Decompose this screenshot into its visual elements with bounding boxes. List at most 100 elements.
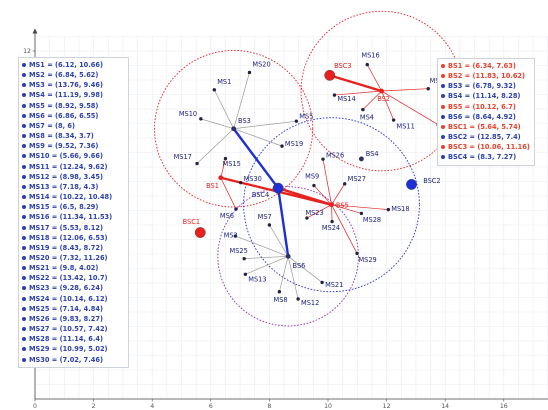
ms-legend-text: MS16 = (11.34, 11.53) [29, 213, 113, 222]
bullet-icon [22, 113, 26, 118]
point-label-ms25: MS25 [230, 247, 248, 255]
coverage-circle-bs5 [243, 117, 420, 293]
ms-legend-text: MS1 = (6.12, 10.66) [29, 61, 103, 69]
link-bs5-ms23 [306, 204, 332, 219]
point-label-ms4: MS4 [360, 114, 374, 122]
x-tick-label: 16 [500, 403, 508, 410]
ms-legend-text: MS18 = (12.06, 6.53) [29, 233, 108, 242]
ms-legend-text: MS20 = (7.32, 11.26) [29, 253, 108, 262]
ms-point-ms2 [233, 234, 238, 238]
bullet-icon [22, 174, 26, 179]
bs-legend-text: BS3 = (6.78, 9.32) [448, 82, 516, 91]
ms-legend-row: MS10 = (5.66, 9.66) [22, 151, 125, 161]
bs-point-bs1 [218, 175, 224, 181]
point-label-bs5: BS5 [336, 202, 349, 210]
point-label-ms7: MS7 [258, 213, 272, 221]
link-bs2-ms4 [362, 90, 382, 110]
backbone-bs2-bsc3 [328, 74, 383, 93]
bs-legend-text: BS5 = (10.12, 6.7) [448, 102, 516, 111]
bs-point-bs5 [329, 202, 334, 208]
point-label-ms10: MS10 [179, 110, 197, 118]
ms-legend-text: MS21 = (9.8, 4.02) [29, 264, 99, 273]
point-label-ms20: MS20 [252, 61, 270, 69]
point-label-bs2: BS2 [377, 95, 390, 103]
bs-legend-text: BS2 = (11.83, 10.62) [448, 72, 526, 81]
bullet-icon [22, 276, 26, 281]
ms-point-ms19 [280, 144, 284, 148]
ms-legend-row: MS26 = (9.83, 8.27) [22, 314, 125, 324]
ms-legend-text: MS9 = (9.52, 7.36) [29, 142, 99, 151]
bs-legend-row: BSC1 = (5.64, 5.74) [441, 122, 531, 132]
bullet-icon [441, 114, 445, 119]
ms-point-ms16 [365, 62, 369, 67]
bullet-icon [22, 296, 26, 301]
link-bs3-ms20 [233, 72, 250, 129]
ms-legend-row: MS17 = (5.53, 8.12) [22, 223, 125, 233]
ms-point-ms10 [199, 117, 203, 121]
ms-point-ms7 [267, 223, 272, 227]
link-bs1-ms15 [220, 158, 226, 178]
ms-legend-text: MS8 = (8.34, 3.7) [29, 132, 94, 141]
bullet-icon [22, 83, 26, 88]
ms-legend-row: MS30 = (7.02, 7.46) [22, 355, 125, 365]
ms-legend-text: MS4 = (11.19, 9.98) [29, 91, 103, 100]
bullet-icon [22, 327, 26, 332]
ms-point-ms27 [343, 182, 347, 186]
ms-point-ms5 [294, 119, 299, 123]
bullet-icon [22, 347, 26, 352]
link-bs2-ms22 [381, 88, 429, 92]
x-tick-label: 8 [267, 403, 271, 410]
bs-legend-text: BSC3 = (10.06, 11.16) [448, 143, 530, 152]
y-tick-label: 12 [23, 48, 31, 55]
ms-legend-text: MS22 = (13.42, 10.7) [29, 274, 108, 283]
bsc-point-bsc3 [324, 69, 336, 81]
x-tick-label: 6 [209, 403, 213, 410]
point-label-bs1: BS1 [206, 182, 219, 190]
link-bs6-ms8 [279, 256, 289, 292]
bs-legend-text: BS6 = (8.64, 4.92) [448, 112, 516, 121]
bs-legend-text: BS1 = (6.34, 7.63) [448, 62, 516, 70]
bs-legend-text: BSC2 = (12.85, 7.4) [448, 133, 521, 142]
ms-legend-text: MS17 = (5.53, 8.12) [29, 223, 103, 232]
bullet-icon [441, 135, 445, 140]
point-label-ms1: MS1 [217, 78, 231, 86]
ms-point-ms20 [247, 70, 252, 75]
bullet-icon [22, 144, 26, 149]
bs-legend-row: BS3 = (6.78, 9.32) [441, 81, 531, 91]
link-bs6-ms13 [245, 255, 289, 275]
bullet-icon [22, 63, 26, 67]
point-label-ms19: MS19 [285, 140, 303, 148]
ms-point-ms9 [312, 183, 316, 188]
ms-legend-text: MS3 = (13.76, 9.46) [29, 81, 103, 90]
bs-legend-row: BS5 = (10.12, 6.7) [441, 102, 531, 112]
ms-legend-text: MS19 = (8.43, 8.72) [29, 243, 103, 252]
link-bs5-ms29 [331, 204, 358, 254]
ms-point-ms29 [355, 251, 359, 256]
bullet-icon [22, 255, 26, 260]
ms-point-ms14 [332, 93, 337, 97]
bullet-icon [22, 184, 26, 189]
ms-point-ms21 [320, 280, 324, 285]
ms-legend-text: MS27 = (10.57, 7.42) [29, 325, 108, 334]
bullet-icon [441, 145, 445, 150]
point-label-ms9: MS9 [305, 172, 319, 180]
link-bs3-ms19 [233, 128, 283, 147]
ms-legend-text: MS14 = (10.22, 10.48) [29, 193, 113, 202]
ms-legend-row: MS2 = (6.84, 5.62) [22, 70, 125, 80]
point-label-ms5: MS5 [299, 112, 313, 120]
y-axis-arrow [32, 28, 38, 34]
point-label-bs3: BS3 [238, 117, 251, 125]
point-label-ms21: MS21 [325, 281, 343, 289]
ms-legend-text: MS7 = (8, 6) [29, 121, 76, 130]
bullet-icon [22, 134, 26, 139]
ms-point-ms28 [359, 211, 364, 216]
bs-legend-row: BS1 = (6.34, 7.63) [441, 61, 531, 71]
ms-legend-text: MS30 = (7.02, 7.46) [29, 355, 103, 364]
bsc-point-bsc2 [406, 178, 417, 190]
link-bs6-ms2 [235, 235, 289, 257]
ms-legend-row: MS20 = (7.32, 11.26) [22, 253, 125, 263]
ms-point-ms11 [391, 118, 396, 122]
ms-point-ms18 [386, 207, 391, 212]
ms-legend-row: MS1 = (6.12, 10.66) [22, 60, 125, 70]
